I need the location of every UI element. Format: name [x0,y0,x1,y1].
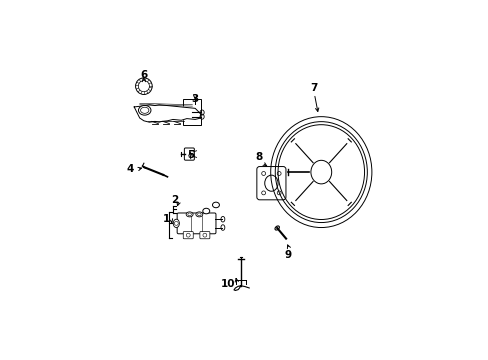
Text: 4: 4 [126,164,133,174]
Text: 3: 3 [191,94,199,104]
Bar [183,99,200,125]
FancyBboxPatch shape [177,213,216,234]
Ellipse shape [203,208,209,214]
Text: 6: 6 [140,70,147,80]
Ellipse shape [221,216,224,222]
Ellipse shape [221,225,224,230]
Text: 2: 2 [170,195,178,205]
Polygon shape [134,105,200,122]
Ellipse shape [196,212,203,217]
FancyBboxPatch shape [200,231,209,239]
Ellipse shape [186,212,193,217]
Text: 7: 7 [310,82,317,93]
Text: 1: 1 [162,214,169,224]
Ellipse shape [173,219,179,228]
Ellipse shape [138,105,151,115]
Text: 9: 9 [284,250,291,260]
Text: 10: 10 [221,279,235,289]
Text: 5: 5 [187,150,194,161]
FancyBboxPatch shape [184,148,194,160]
Text: 8: 8 [255,152,262,162]
Ellipse shape [212,202,219,208]
FancyBboxPatch shape [183,231,193,239]
